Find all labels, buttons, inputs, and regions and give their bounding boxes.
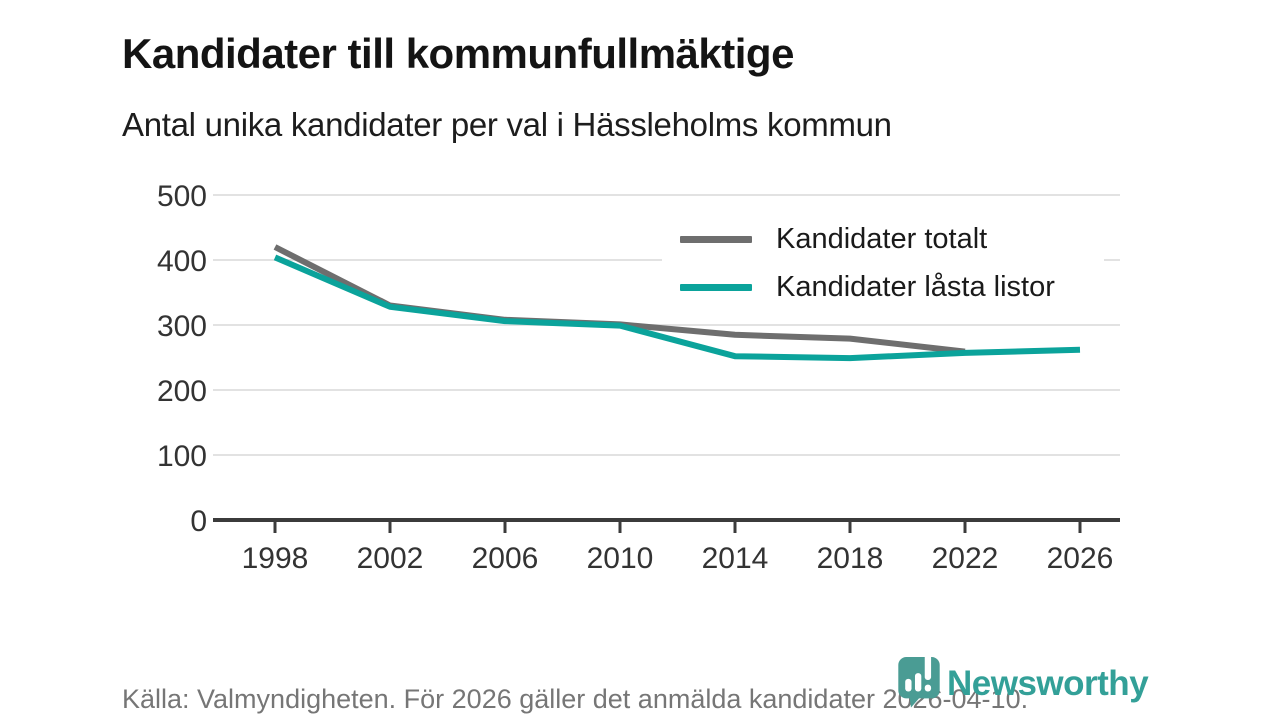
chart-legend: Kandidater totalt Kandidater låsta listo…	[662, 212, 1104, 315]
svg-text:2006: 2006	[472, 542, 539, 575]
y-axis-tick-labels: 0 100 200 300 400 500	[157, 180, 207, 538]
newsworthy-speech-bubble-chart-icon	[898, 653, 940, 708]
bar-tall-exclamation	[924, 653, 932, 680]
bar-medium	[914, 673, 922, 692]
svg-text:500: 500	[157, 180, 207, 213]
svg-text:2010: 2010	[587, 542, 654, 575]
bar-short	[905, 678, 912, 692]
exclamation-dot	[924, 684, 932, 692]
svg-text:2026: 2026	[1047, 542, 1114, 575]
legend-swatch-lasta-listor-icon	[680, 283, 752, 291]
svg-text:1998: 1998	[242, 542, 309, 575]
legend-item-kandidater-totalt: Kandidater totalt	[680, 221, 1104, 257]
newsworthy-wordmark: Newsworthy	[947, 664, 1149, 703]
svg-text:2002: 2002	[357, 542, 424, 575]
chart-subtitle: Antal unika kandidater per val i Hässleh…	[122, 106, 892, 143]
legend-label-totalt: Kandidater totalt	[776, 222, 988, 255]
newsworthy-logo[interactable]: Newsworthy	[896, 652, 1149, 708]
data-series-lines	[273, 244, 1081, 362]
svg-text:300: 300	[157, 310, 207, 343]
svg-text:2014: 2014	[702, 542, 769, 575]
svg-text:400: 400	[157, 245, 207, 278]
svg-text:2018: 2018	[817, 542, 884, 575]
legend-swatch-totalt-icon	[680, 235, 752, 243]
source-note: Källa: Valmyndigheten. För 2026 gäller d…	[122, 684, 1029, 714]
svg-text:2022: 2022	[932, 542, 999, 575]
page-title: Kandidater till kommunfullmäktige	[122, 30, 794, 78]
legend-label-lasta-listor: Kandidater låsta listor	[776, 270, 1055, 303]
svg-text:0: 0	[190, 505, 207, 538]
svg-text:100: 100	[157, 440, 207, 473]
x-axis	[213, 518, 1120, 533]
x-axis-tick-labels: 1998 2002 2006 2010 2014 2018 2022 2026	[242, 542, 1114, 575]
svg-text:200: 200	[157, 375, 207, 408]
legend-item-kandidater-lasta-listor: Kandidater låsta listor	[680, 269, 1104, 305]
